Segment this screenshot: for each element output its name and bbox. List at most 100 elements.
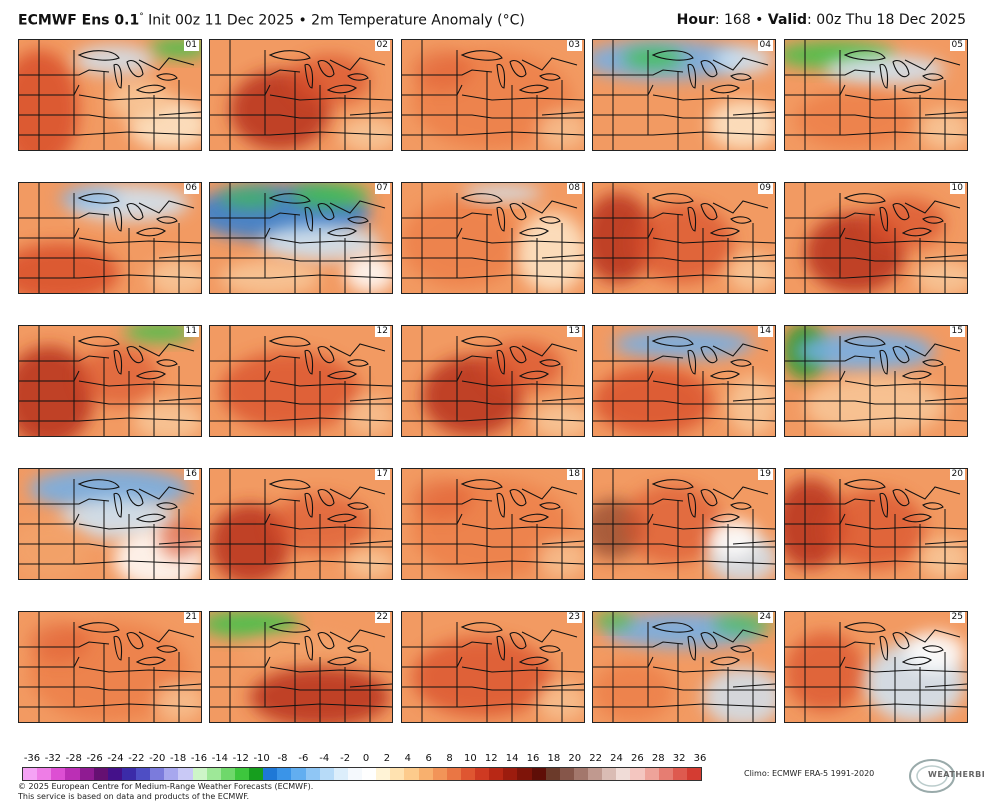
legend-tick-label: -20 [149,753,166,764]
great-lake-outline [879,635,889,661]
great-lake-outline [347,73,369,81]
member-number: 03 [566,40,582,51]
state-boundary [78,666,201,673]
state-boundary [844,380,967,387]
member-panel-01: 01 [18,39,202,151]
state-boundary [904,343,961,357]
great-lake-outline [687,635,697,661]
anomaly-map [785,469,967,579]
state-boundary [732,683,775,688]
valid-time: Hour: 168 • Valid: 00z Thu 18 Dec 2025 [677,12,966,28]
degree-mark: ° [139,12,144,22]
member-number: 02 [374,40,390,51]
state-boundary [785,686,967,691]
great-lake-outline [709,370,740,380]
colorbar-swatch [573,768,588,780]
anomaly-map [785,40,967,150]
great-lake-outline [317,345,335,364]
state-boundary [19,69,110,76]
great-lake-outline [135,84,166,94]
great-lake-outline [126,202,144,221]
state-boundary [158,254,201,259]
member-panel-13: 13 [401,325,585,437]
colorbar-swatch [559,768,574,780]
legend-tick-label: 4 [404,753,411,764]
member-number: 07 [374,183,390,194]
state-boundary [402,498,493,505]
legend-tick-label: -14 [211,753,229,764]
great-lake-outline [156,645,178,653]
colorbar-swatch [51,768,66,780]
great-lake-outline [113,635,123,661]
legend-tick-label: -8 [277,753,288,764]
colorbar-swatch [164,768,179,780]
state-boundary [541,397,584,402]
state-boundary [402,543,584,548]
member-number: 17 [374,469,390,480]
state-boundary [844,94,967,101]
legend-tick-label: 8 [446,753,453,764]
great-lake-outline [156,502,178,510]
great-lake-outline [901,227,932,237]
state-boundary [269,666,392,673]
colorbar-swatch [263,768,278,780]
state-boundary [593,641,684,648]
colorbar-swatch [588,768,603,780]
anomaly-map [210,40,392,150]
member-number: 11 [183,326,199,337]
legend-tick-label: 10 [464,753,477,764]
great-lake-outline [892,631,910,650]
state-boundary [461,94,584,101]
state-boundary [349,540,392,545]
state-boundary [402,69,493,76]
great-lake-outline [496,206,506,232]
member-number: 01 [183,40,199,51]
great-lake-outline [460,193,503,204]
state-boundary [402,400,584,405]
member-number: 21 [183,612,199,623]
state-boundary [329,200,386,214]
state-boundary [785,212,876,219]
great-lake-outline [892,488,910,507]
anomaly-map [19,183,201,293]
anomaly-map [402,612,584,722]
anomaly-map [785,326,967,436]
legend-tick-label: 32 [672,753,686,764]
member-number: 15 [949,326,965,337]
state-boundary [329,486,386,500]
great-lake-outline [113,492,123,518]
member-panel-09: 09 [592,182,776,294]
great-lake-outline [326,513,357,523]
state-boundary [924,397,967,402]
great-lake-outline [901,656,932,666]
great-lake-outline [539,645,561,653]
member-panel-23: 23 [401,611,585,723]
great-lake-outline [539,216,561,224]
colorbar-swatch [418,768,433,780]
great-lake-outline [496,635,506,661]
colorbar-swatch [305,768,320,780]
state-boundary [138,57,195,71]
state-boundary [785,641,876,648]
great-lake-outline [347,216,369,224]
state-boundary [402,114,584,119]
state-boundary [349,254,392,259]
member-panel-10: 10 [784,182,968,294]
great-lake-outline [843,336,886,347]
legend-tick-label: 12 [484,753,498,764]
member-number: 20 [949,469,965,480]
member-panel-05: 05 [784,39,968,151]
legend-tick-label: -36 [23,753,41,764]
legend-tick-label: 6 [425,753,432,764]
colorbar-swatch [234,768,249,780]
state-boundary [732,397,775,402]
great-lake-outline [709,656,740,666]
member-number: 13 [566,326,582,337]
member-panel-06: 06 [18,182,202,294]
great-lake-outline [317,631,335,650]
great-lake-outline [135,513,166,523]
member-panel-24: 24 [592,611,776,723]
member-number: 24 [757,612,773,623]
state-boundary [269,237,392,244]
great-lake-outline [326,656,357,666]
